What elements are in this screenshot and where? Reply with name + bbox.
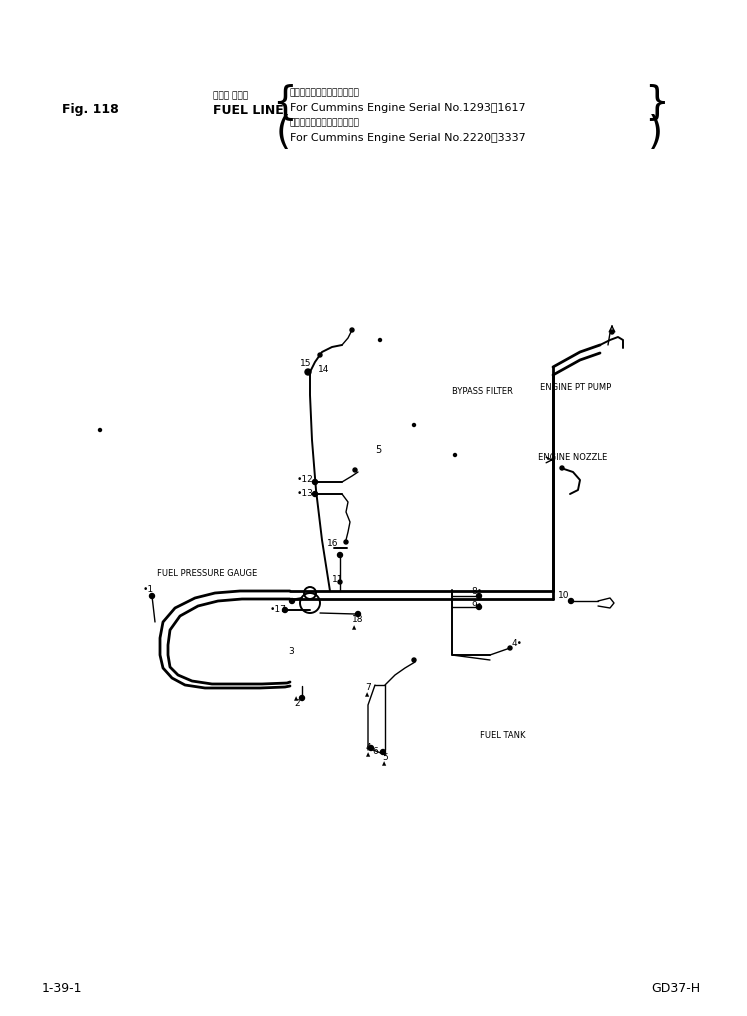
Text: BYPASS FILTER: BYPASS FILTER (452, 387, 513, 396)
Text: 14: 14 (318, 366, 329, 375)
Circle shape (312, 492, 317, 497)
Text: For Cummins Engine Serial No.1293～1617: For Cummins Engine Serial No.1293～1617 (290, 103, 526, 113)
Text: 8•: 8• (471, 587, 482, 596)
Text: ENGINE PT PUMP: ENGINE PT PUMP (540, 383, 611, 392)
Text: •12: •12 (297, 475, 314, 485)
Text: •1: •1 (143, 585, 154, 594)
Circle shape (380, 750, 385, 755)
Text: 10: 10 (558, 591, 569, 600)
Circle shape (508, 646, 512, 650)
Text: ▲: ▲ (365, 692, 369, 697)
Text: $\{$: $\{$ (272, 82, 294, 124)
Circle shape (610, 330, 614, 334)
Text: 5: 5 (382, 753, 388, 762)
Circle shape (99, 429, 102, 432)
Text: 11: 11 (332, 575, 344, 584)
Circle shape (353, 468, 357, 472)
Text: FUEL PRESSURE GAUGE: FUEL PRESSURE GAUGE (157, 569, 257, 577)
Text: ▲: ▲ (366, 752, 371, 757)
Text: •13: •13 (297, 489, 314, 498)
Text: $\}$: $\}$ (644, 82, 666, 124)
Text: 3: 3 (288, 647, 294, 656)
Circle shape (344, 539, 348, 544)
Text: 18: 18 (352, 616, 364, 625)
Text: ▲: ▲ (352, 625, 356, 630)
Text: 9•: 9• (471, 601, 482, 611)
Circle shape (568, 598, 574, 604)
Text: 5: 5 (375, 445, 381, 455)
Text: (: ( (276, 114, 291, 152)
Text: Fig. 118: Fig. 118 (62, 104, 119, 117)
Circle shape (350, 328, 354, 332)
Circle shape (412, 658, 416, 662)
Circle shape (300, 696, 305, 700)
Text: 7: 7 (365, 684, 371, 693)
Circle shape (560, 466, 564, 470)
Circle shape (338, 580, 342, 584)
Circle shape (338, 553, 343, 558)
Text: 1-39-1: 1-39-1 (42, 981, 82, 995)
Text: 4: 4 (366, 744, 371, 753)
Text: 16: 16 (327, 538, 338, 548)
Text: •17: •17 (270, 605, 287, 614)
Text: フェル ライン: フェル ライン (213, 91, 248, 101)
Text: カミンズエンジン用通用号機: カミンズエンジン用通用号機 (290, 119, 360, 127)
Circle shape (379, 338, 382, 341)
Text: For Cummins Engine Serial No.2220～3337: For Cummins Engine Serial No.2220～3337 (290, 133, 526, 143)
Text: GD37-H: GD37-H (651, 981, 700, 995)
Text: ▲: ▲ (294, 696, 298, 701)
Circle shape (282, 608, 288, 613)
Circle shape (305, 369, 311, 375)
Text: 4•: 4• (512, 639, 523, 648)
Circle shape (312, 480, 317, 485)
Text: 2: 2 (294, 699, 300, 708)
Text: 15: 15 (300, 359, 311, 368)
Circle shape (318, 353, 322, 357)
Text: ENGINE NOZZLE: ENGINE NOZZLE (538, 453, 607, 462)
Text: ▲: ▲ (382, 761, 386, 766)
Text: FUEL TANK: FUEL TANK (480, 731, 525, 740)
Text: FUEL LINE: FUEL LINE (213, 104, 284, 117)
Circle shape (356, 612, 361, 617)
Circle shape (149, 593, 155, 598)
Circle shape (290, 598, 294, 604)
Circle shape (453, 453, 456, 456)
Text: ): ) (648, 114, 663, 152)
Circle shape (368, 746, 374, 751)
Circle shape (477, 605, 482, 610)
Circle shape (412, 424, 415, 427)
Circle shape (477, 593, 482, 598)
Text: カミンズエンジン用通用号機: カミンズエンジン用通用号機 (290, 88, 360, 98)
Text: 6: 6 (372, 748, 378, 757)
